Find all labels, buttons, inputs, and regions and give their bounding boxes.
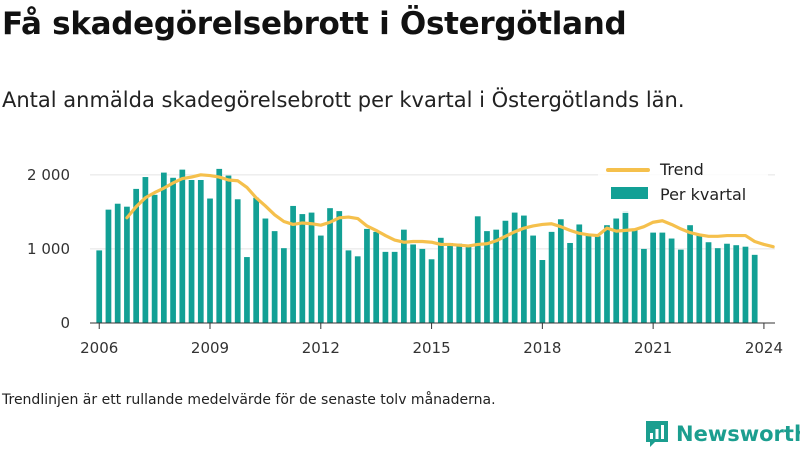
- bar: [668, 238, 675, 323]
- bar: [327, 208, 333, 323]
- bar: [576, 224, 583, 323]
- bar: [567, 242, 573, 323]
- bar: [474, 216, 481, 323]
- bar: [391, 251, 398, 323]
- bar: [281, 248, 287, 323]
- bar: [133, 188, 140, 323]
- bar: [548, 231, 555, 323]
- bar: [373, 231, 380, 323]
- bar: [234, 199, 241, 323]
- chart: 2006 2009 2012 2015 2018 2021 2024 0 1 000 2 000…: [27, 157, 783, 357]
- bar: [170, 177, 176, 323]
- bar: [299, 214, 306, 323]
- bar: [96, 250, 103, 323]
- bar: [317, 235, 324, 323]
- x-tick-label: 2006: [80, 339, 118, 357]
- bar: [364, 228, 370, 323]
- bar: [244, 257, 250, 323]
- footnote: Trendlinjen är ett rullande medelvärde f…: [2, 392, 496, 408]
- bar: [419, 248, 426, 323]
- bar: [724, 243, 730, 323]
- legend-bar-label: Per kvartal: [660, 185, 746, 204]
- bar: [382, 251, 389, 323]
- bar: [751, 254, 758, 323]
- legend-background: [598, 157, 768, 213]
- bar: [733, 245, 740, 323]
- bar-chart-logo-icon: [646, 421, 668, 447]
- bar: [521, 215, 527, 323]
- bar: [308, 212, 315, 323]
- bar: [160, 172, 167, 323]
- chart-subtitle: Antal anmälda skadegörelsebrott per kvar…: [2, 88, 685, 112]
- bar: [207, 198, 213, 323]
- y-axis-ticks: 0 1 000 2 000: [27, 166, 70, 332]
- x-tick-label: 2021: [634, 339, 672, 357]
- bar: [677, 249, 684, 323]
- x-axis-ticks: 2006 2009 2012 2015 2018 2021 2024: [80, 323, 783, 357]
- y-tick-label: 1 000: [27, 240, 70, 258]
- bar: [271, 231, 278, 323]
- bar: [225, 175, 232, 323]
- bar: [354, 256, 361, 323]
- bar: [151, 194, 158, 323]
- trend-line: [125, 173, 775, 249]
- bar: [714, 248, 721, 323]
- bar: [557, 219, 564, 323]
- bar: [428, 259, 435, 323]
- legend-bar-swatch: [611, 187, 648, 199]
- bar: [705, 242, 712, 323]
- bar: [253, 197, 260, 323]
- bar: [502, 220, 509, 323]
- x-tick-label: 2015: [412, 339, 450, 357]
- brand-logo[interactable]: Newsworthy: [644, 418, 800, 450]
- bar: [604, 225, 610, 323]
- bar: [216, 168, 223, 323]
- bar-series: [96, 168, 758, 323]
- bar: [456, 243, 463, 323]
- bar: [179, 169, 186, 323]
- bar: [484, 231, 490, 323]
- bar: [105, 209, 112, 323]
- bar: [410, 244, 416, 323]
- bar: [493, 229, 500, 323]
- x-tick-label: 2018: [523, 339, 561, 357]
- bar: [437, 237, 444, 323]
- bar: [345, 250, 352, 323]
- y-tick-label: 0: [60, 314, 70, 332]
- bar: [585, 234, 592, 323]
- bar: [622, 211, 629, 323]
- bar: [114, 203, 121, 323]
- bar: [594, 236, 601, 323]
- bar: [687, 225, 693, 323]
- bar: [613, 218, 620, 323]
- bar: [696, 234, 703, 323]
- bar: [659, 232, 666, 323]
- bar: [336, 211, 343, 323]
- bar: [197, 180, 204, 323]
- brand-name: Newsworthy: [676, 422, 800, 446]
- x-tick-label: 2009: [191, 339, 229, 357]
- bar: [447, 242, 453, 323]
- bar: [142, 177, 149, 323]
- legend: Trend Per kvartal: [598, 157, 768, 213]
- y-tick-label: 2 000: [27, 166, 70, 184]
- x-tick-label: 2024: [745, 339, 783, 357]
- bar: [530, 235, 536, 323]
- bar: [124, 206, 130, 323]
- bar: [641, 248, 647, 323]
- bar: [465, 245, 472, 323]
- bar: [742, 246, 749, 323]
- bar: [631, 230, 638, 323]
- bar: [188, 180, 195, 323]
- x-tick-label: 2012: [302, 339, 340, 357]
- chart-title: Få skadegörelsebrott i Östergötland: [2, 6, 627, 42]
- bar: [262, 218, 269, 323]
- bar: [539, 260, 546, 323]
- bar: [511, 212, 518, 323]
- bar: [290, 205, 296, 323]
- bar: [401, 229, 407, 323]
- legend-trend-label: Trend: [659, 160, 704, 179]
- bar: [650, 232, 656, 323]
